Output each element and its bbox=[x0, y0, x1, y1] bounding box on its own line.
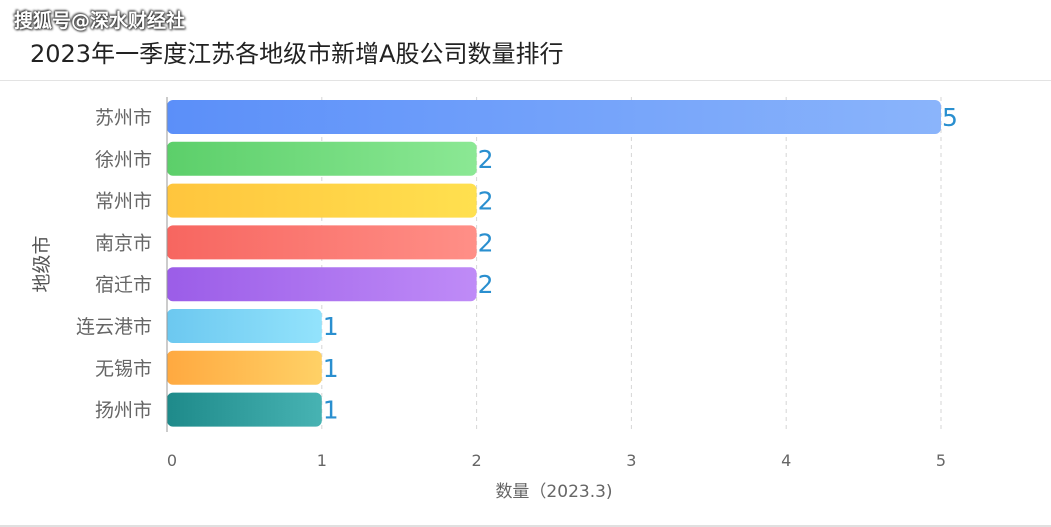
bar-value-label: 2 bbox=[478, 228, 494, 257]
bar-value-label: 1 bbox=[323, 396, 339, 425]
bar-value-label: 5 bbox=[942, 103, 958, 132]
bottom-border bbox=[0, 525, 1051, 527]
y-axis-label: 地级市 bbox=[31, 235, 53, 292]
category-label: 南京市 bbox=[95, 232, 152, 254]
x-tick-label: 0 bbox=[167, 451, 177, 470]
bar-value-label: 1 bbox=[323, 312, 339, 341]
category-label: 扬州市 bbox=[95, 400, 152, 422]
bar bbox=[167, 225, 477, 260]
bar bbox=[167, 350, 322, 385]
bar bbox=[167, 100, 941, 134]
category-label: 连云港市 bbox=[76, 316, 152, 338]
title-divider bbox=[0, 80, 1051, 81]
x-tick-labels: 0 1 2 3 4 5 bbox=[167, 451, 946, 470]
bar bbox=[167, 141, 477, 176]
category-label: 宿迁市 bbox=[95, 274, 152, 296]
watermark: 搜狐号@深水财经社 bbox=[14, 10, 186, 32]
bar bbox=[167, 309, 322, 343]
x-tick-label: 3 bbox=[626, 451, 636, 470]
x-axis-label: 数量（2023.3) bbox=[495, 482, 612, 502]
x-tick-label: 1 bbox=[317, 451, 327, 470]
bar-value-label: 2 bbox=[478, 270, 494, 299]
category-label: 无锡市 bbox=[95, 358, 152, 380]
category-label: 常州市 bbox=[95, 191, 152, 213]
bar-value-label: 1 bbox=[323, 354, 339, 383]
category-label: 徐州市 bbox=[95, 149, 152, 171]
bar bbox=[167, 183, 477, 218]
bar bbox=[167, 392, 322, 427]
x-tick-label: 4 bbox=[781, 451, 791, 470]
bar-value-label: 2 bbox=[478, 187, 494, 216]
x-tick-label: 5 bbox=[936, 451, 946, 470]
x-tick-label: 2 bbox=[472, 451, 482, 470]
chart-title: 2023年一季度江苏各地级市新增A股公司数量排行 bbox=[30, 40, 564, 68]
bars: 5 2 2 2 2 1 1 1 bbox=[167, 100, 958, 427]
category-label: 苏州市 bbox=[95, 107, 152, 129]
bar bbox=[167, 267, 477, 302]
bar-value-label: 2 bbox=[478, 145, 494, 174]
